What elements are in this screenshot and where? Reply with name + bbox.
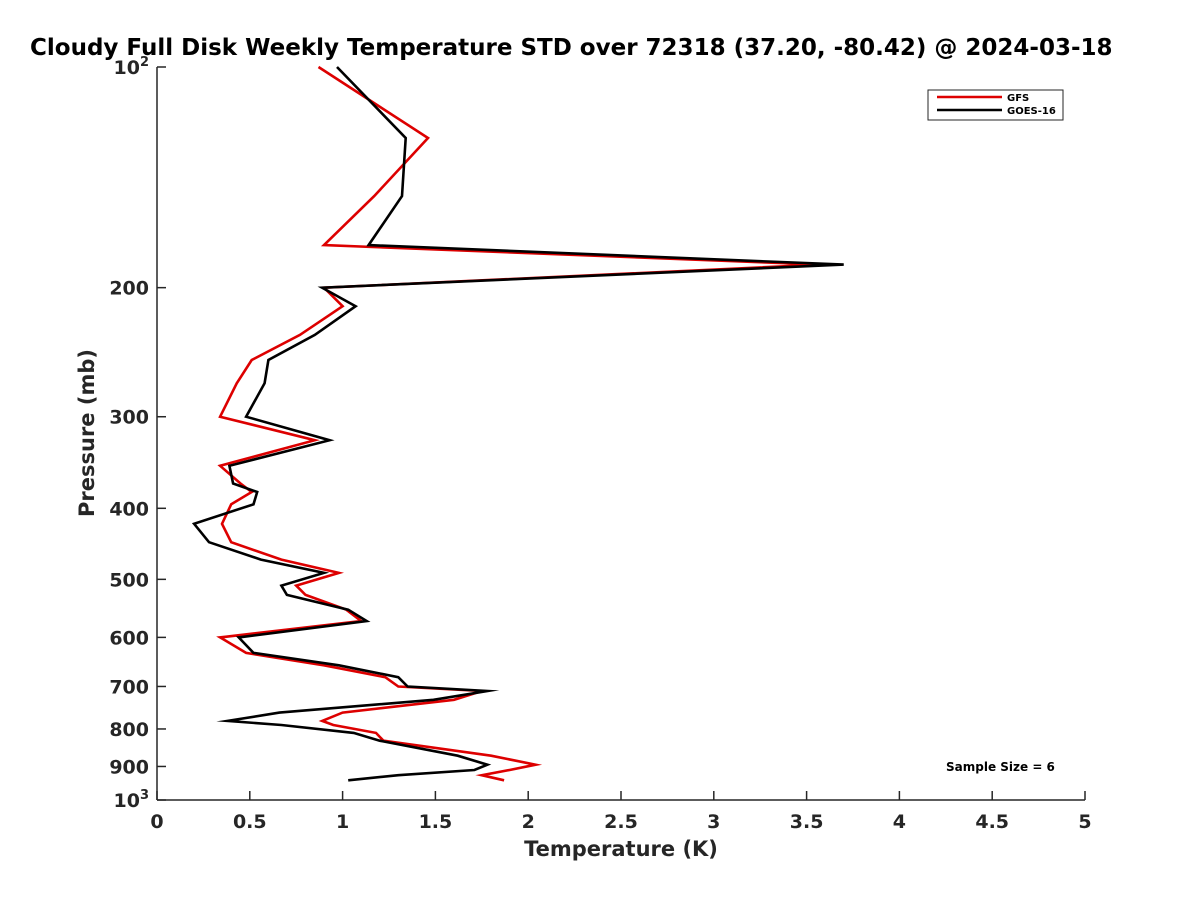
x-tick-label: 2.5 — [604, 811, 638, 833]
x-tick-label: 1.5 — [419, 811, 453, 833]
x-tick-label: 4.5 — [975, 811, 1009, 833]
x-tick-label: 0.5 — [233, 811, 267, 833]
y-tick-label: 900 — [109, 756, 149, 778]
y-tick-label: 700 — [109, 676, 149, 698]
legend-box — [927, 89, 1064, 121]
legend-label-goes-16: GOES-16 — [1007, 106, 1056, 117]
x-tick-label: 3 — [707, 811, 720, 833]
plot-lines — [191, 65, 844, 782]
x-tick-label: 1 — [336, 811, 349, 833]
axes: 0 0.5 1 1.5 2 2.5 3 3.5 4 4.5 5 102 200 300 400 500 600… — [109, 55, 1091, 833]
y-tick-label: 500 — [109, 569, 149, 591]
sample-size-annotation: Sample Size = 6 — [946, 760, 1055, 774]
y-tick-label: 600 — [109, 627, 149, 649]
x-axis-label: Temperature (K) — [524, 837, 718, 861]
y-tick-label: 200 — [109, 278, 149, 300]
x-tick-label: 2 — [522, 811, 535, 833]
series-line-goes-16 — [191, 66, 844, 782]
legend: GFS GOES-16 — [927, 89, 1064, 121]
y-ticks: 102 200 300 400 500 600 700 800 900 103 — [109, 55, 166, 812]
y-tick-label: 102 — [114, 55, 150, 79]
series-line-gfs — [216, 65, 822, 782]
x-tick-label: 3.5 — [790, 811, 824, 833]
legend-label-gfs: GFS — [1007, 93, 1029, 104]
x-tick-label: 4 — [893, 811, 906, 833]
chart-title: Cloudy Full Disk Weekly Temperature STD … — [30, 35, 1113, 61]
y-tick-label: 800 — [109, 719, 149, 741]
x-tick-label: 0 — [150, 811, 163, 833]
y-tick-label: 103 — [114, 788, 150, 812]
y-tick-label: 400 — [109, 498, 149, 520]
x-tick-label: 5 — [1078, 811, 1091, 833]
y-axis-label: Pressure (mb) — [75, 349, 99, 517]
x-ticks: 0 0.5 1 1.5 2 2.5 3 3.5 4 4.5 5 — [150, 791, 1092, 833]
y-tick-label: 300 — [109, 407, 149, 429]
